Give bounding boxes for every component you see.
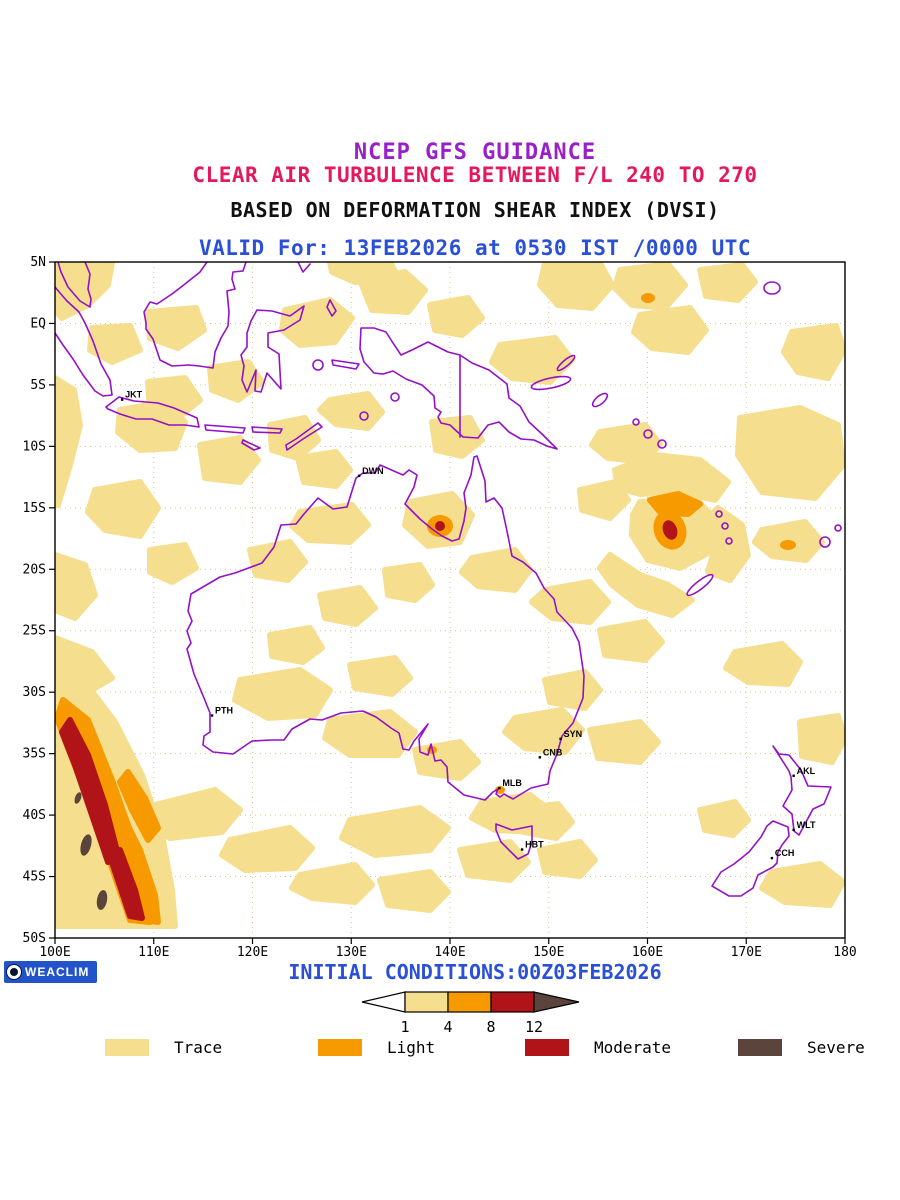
svg-text:180: 180	[833, 945, 856, 960]
svg-text:EQ: EQ	[30, 316, 46, 331]
svg-text:CNB: CNB	[543, 747, 563, 757]
svg-text:170E: 170E	[731, 945, 762, 960]
svg-text:5N: 5N	[30, 255, 46, 270]
title-product: CLEAR AIR TURBULENCE BETWEEN F/L 240 TO …	[192, 163, 758, 187]
svg-text:35S: 35S	[23, 747, 46, 762]
svg-text:120E: 120E	[237, 945, 268, 960]
scale-arrow-left	[361, 991, 406, 1013]
svg-text:30S: 30S	[23, 685, 46, 700]
chart-titles: NCEP GFS GUIDANCE CLEAR AIR TURBULENCE B…	[50, 140, 900, 261]
scale-tick-12: 12	[525, 1018, 543, 1036]
axis-ticks-labels: 100E 110E 120E 130E 140E 150E 160E 170E 180 5N EQ 5…	[23, 255, 857, 960]
scale-arrow-right	[533, 991, 580, 1013]
svg-text:WLT: WLT	[797, 820, 816, 830]
scale-tick-8: 8	[486, 1018, 495, 1036]
legend-label-trace: Trace	[174, 1038, 223, 1057]
scale-tick-4: 4	[443, 1018, 452, 1036]
svg-text:150E: 150E	[533, 945, 564, 960]
weaclim-logo-label: WEACLIM	[25, 965, 90, 979]
svg-text:100E: 100E	[39, 945, 70, 960]
legend-swatch-light	[318, 1039, 362, 1056]
svg-text:160E: 160E	[632, 945, 663, 960]
legend-swatch-severe	[738, 1039, 782, 1056]
svg-text:110E: 110E	[138, 945, 169, 960]
severity-legend: Trace Light Moderate Severe	[0, 1038, 900, 1062]
legend-item-trace: Trace	[105, 1038, 222, 1057]
svg-text:10S: 10S	[23, 439, 46, 454]
svg-text:20S: 20S	[23, 562, 46, 577]
title-method: BASED ON DEFORMATION SHEAR INDEX (DVSI)	[230, 198, 720, 222]
svg-text:SYN: SYN	[564, 729, 583, 739]
legend-label-moderate: Moderate	[594, 1038, 672, 1057]
svg-text:CCH: CCH	[775, 848, 795, 858]
legend-swatch-trace	[105, 1039, 149, 1056]
intensity-scale-bar: 1 4 8 12	[361, 991, 580, 1036]
legend-item-moderate: Moderate	[525, 1038, 671, 1057]
legend-label-light: Light	[387, 1038, 436, 1057]
svg-text:15S: 15S	[23, 501, 46, 516]
svg-text:5S: 5S	[30, 378, 46, 393]
weaclim-logo: WEACLIM	[4, 961, 98, 983]
svg-text:HBT: HBT	[525, 840, 544, 850]
scale-segment-light	[447, 991, 492, 1013]
svg-text:DWN: DWN	[362, 466, 384, 476]
svg-text:130E: 130E	[336, 945, 367, 960]
turbulence-shading	[55, 262, 845, 929]
weaclim-globe-icon	[7, 965, 21, 979]
legend-item-light: Light	[318, 1038, 435, 1057]
initial-conditions-text: INITIAL CONDITIONS:00Z03FEB2026	[288, 960, 662, 984]
scale-segment-moderate	[490, 991, 535, 1013]
svg-text:40S: 40S	[23, 808, 46, 823]
svg-text:140E: 140E	[434, 945, 465, 960]
title-model: NCEP GFS GUIDANCE	[353, 140, 597, 165]
svg-text:25S: 25S	[23, 624, 46, 639]
svg-text:PTH: PTH	[215, 706, 233, 716]
scale-segment-trace	[404, 991, 449, 1013]
scale-tick-1: 1	[400, 1018, 409, 1036]
coastlines	[55, 262, 842, 897]
legend-item-severe: Severe	[738, 1038, 865, 1057]
svg-text:45S: 45S	[23, 870, 46, 885]
legend-label-severe: Severe	[807, 1038, 865, 1057]
svg-text:MLB: MLB	[502, 778, 522, 788]
title-valid-time: VALID For: 13FEB2026 at 0530 IST /0000 U…	[198, 236, 751, 260]
turbulence-map: 100E 110E 120E 130E 140E 150E 160E 170E 180 5N EQ 5…	[23, 255, 857, 960]
svg-text:50S: 50S	[23, 931, 46, 946]
svg-text:AKL: AKL	[797, 766, 816, 776]
legend-swatch-moderate	[525, 1039, 569, 1056]
svg-text:JKT: JKT	[125, 390, 143, 400]
